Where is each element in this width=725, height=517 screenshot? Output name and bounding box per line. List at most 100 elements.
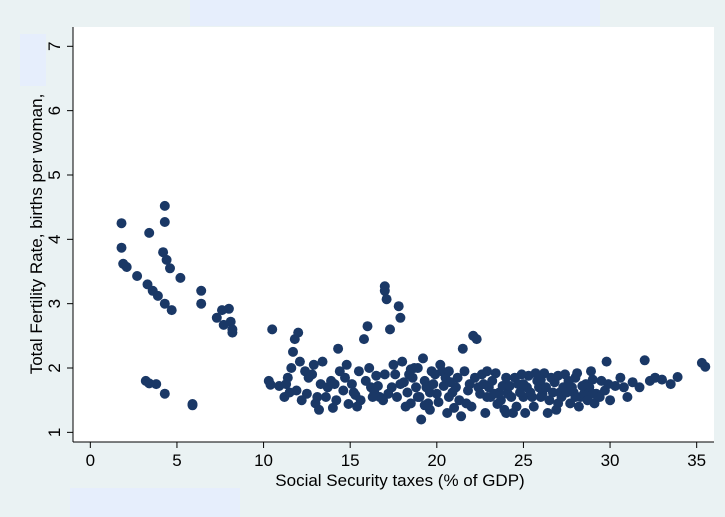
data-point [381, 294, 392, 305]
data-point [267, 324, 278, 335]
x-tick-label: 35 [687, 451, 706, 470]
data-point [442, 408, 453, 418]
data-point [320, 392, 331, 402]
data-point [615, 372, 626, 383]
data-point [416, 414, 427, 425]
data-point [340, 372, 350, 383]
data-point [561, 387, 572, 398]
data-point [196, 285, 207, 296]
data-point [433, 397, 444, 408]
data-point [223, 303, 234, 314]
data-point [411, 382, 421, 393]
data-point [419, 400, 430, 411]
data-point [478, 379, 489, 390]
data-point [573, 401, 584, 412]
data-point [227, 327, 238, 338]
data-point [572, 368, 583, 379]
data-point [314, 404, 324, 415]
data-point [405, 364, 416, 375]
y-tick-label: 4 [45, 235, 64, 244]
data-point [159, 388, 170, 399]
data-point [547, 387, 558, 398]
data-point [159, 217, 170, 227]
data-point [431, 388, 442, 399]
data-point [504, 381, 515, 391]
data-point [421, 382, 432, 393]
data-point [435, 359, 446, 370]
data-point [294, 356, 305, 367]
data-point [343, 399, 354, 409]
data-point [121, 262, 132, 272]
data-point [449, 402, 460, 413]
y-ticks: 1 2 3 4 5 6 7 [45, 42, 73, 437]
data-point [528, 401, 539, 412]
data-point [371, 370, 382, 381]
data-points [116, 200, 711, 425]
data-point [341, 359, 352, 370]
data-point [359, 334, 369, 345]
data-point [445, 377, 456, 388]
data-point [353, 366, 364, 377]
x-tick-label: 5 [172, 451, 181, 470]
data-point [159, 298, 170, 309]
data-point [152, 290, 163, 301]
data-point [383, 388, 394, 399]
data-point [187, 400, 198, 411]
data-point [397, 356, 408, 367]
data-point [520, 408, 531, 418]
data-point [400, 401, 411, 412]
y-tick-label: 7 [45, 42, 64, 51]
data-point [587, 388, 598, 399]
data-point [480, 408, 491, 418]
data-point [605, 395, 616, 406]
data-point [570, 392, 581, 402]
data-point [333, 343, 344, 354]
x-tick-label: 20 [427, 451, 446, 470]
data-point [456, 411, 467, 422]
data-point [418, 353, 428, 364]
data-point [544, 395, 555, 406]
data-point [301, 388, 312, 399]
x-axis-title: Social Security taxes (% of GDP) [275, 471, 524, 490]
data-point [362, 321, 373, 332]
data-point [665, 379, 676, 390]
data-point [627, 377, 638, 388]
data-point [634, 382, 645, 393]
data-point [457, 343, 468, 354]
data-point [586, 366, 596, 377]
x-tick-label: 15 [341, 451, 360, 470]
data-point [392, 392, 402, 402]
data-point [308, 359, 319, 370]
data-point [116, 218, 127, 229]
y-tick-label: 1 [45, 428, 64, 437]
data-point [471, 334, 482, 345]
data-point [603, 379, 614, 390]
y-tick-label: 2 [45, 363, 64, 372]
data-point [542, 408, 553, 418]
x-tick-label: 30 [601, 451, 620, 470]
y-tick-label: 5 [45, 170, 64, 179]
data-point [535, 392, 546, 402]
data-point [469, 372, 480, 383]
data-point [509, 372, 520, 383]
data-point [159, 200, 170, 211]
title-overlay [190, 0, 600, 26]
data-point [348, 387, 359, 398]
data-point [317, 356, 328, 367]
data-point [286, 363, 297, 373]
data-point [535, 374, 546, 385]
x-tick-label: 10 [254, 451, 273, 470]
data-point [293, 327, 304, 338]
data-point [672, 372, 683, 382]
data-point [511, 401, 522, 412]
data-point [329, 379, 340, 390]
data-point [379, 369, 390, 380]
data-point [443, 366, 454, 377]
x-tick-label: 0 [86, 451, 95, 470]
x-tick-label: 25 [514, 451, 533, 470]
data-point [390, 369, 401, 380]
data-point [495, 395, 506, 406]
data-point [393, 301, 404, 312]
data-point [551, 404, 562, 415]
y-tick-label: 6 [45, 106, 64, 115]
